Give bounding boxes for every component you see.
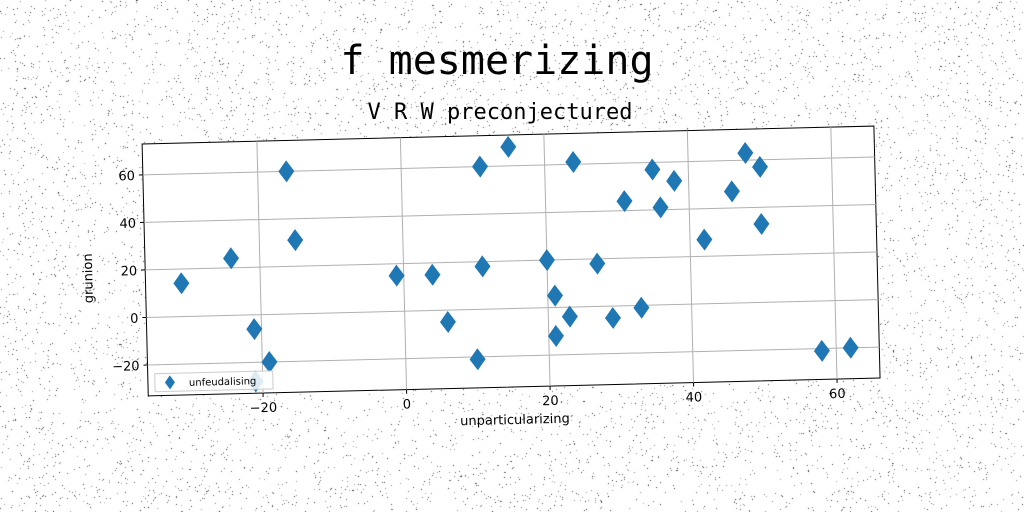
data-point (474, 255, 491, 278)
data-point (652, 196, 669, 219)
y-gridline (146, 299, 879, 318)
data-points (173, 135, 859, 393)
y-tick-label: −20 (112, 359, 140, 375)
data-point (813, 339, 830, 362)
data-point (753, 212, 770, 235)
data-point (261, 351, 278, 373)
y-ticks: −20 0 20 40 60 (112, 169, 148, 375)
y-gridline (142, 156, 875, 176)
data-point (223, 247, 240, 270)
data-point (723, 180, 740, 203)
legend: unfeudalising (154, 370, 274, 393)
x-ticks: −20 0 20 40 60 (250, 379, 846, 417)
y-axis-label: grunion (81, 253, 97, 303)
data-point (561, 305, 578, 328)
data-point (278, 160, 295, 183)
y-tick-label: 20 (120, 264, 137, 279)
data-point (565, 150, 582, 173)
data-point (538, 249, 555, 272)
data-point (644, 158, 661, 181)
data-point (633, 296, 650, 319)
data-point (842, 336, 859, 359)
y-tick-label: 40 (119, 217, 136, 232)
data-point (173, 272, 190, 295)
y-tick-label: 0 (130, 312, 139, 327)
data-point (472, 155, 489, 178)
y-gridline (144, 203, 876, 223)
data-point (469, 348, 486, 371)
data-point (500, 135, 517, 158)
legend-marker (164, 375, 175, 390)
data-point (547, 324, 564, 347)
x-tick-label: 20 (542, 394, 559, 409)
data-point (604, 306, 621, 329)
data-point (546, 284, 563, 307)
data-point (388, 264, 405, 287)
data-point (246, 318, 263, 341)
data-point (752, 155, 769, 178)
chart-title: f mesmerizing (340, 38, 653, 84)
data-point (666, 169, 683, 192)
x-tick-label: −20 (250, 401, 278, 417)
data-point (589, 252, 606, 275)
data-point (424, 263, 441, 286)
y-tick-label: 60 (118, 169, 135, 184)
legend-label: unfeudalising (189, 376, 257, 389)
data-point (737, 141, 754, 164)
data-point (287, 229, 304, 252)
legend-box (154, 370, 274, 393)
chart-subtitle: V R W preconjectured (368, 100, 633, 125)
y-gridline (145, 251, 877, 271)
data-point (439, 310, 456, 333)
x-tick-label: 0 (403, 397, 412, 412)
x-tick-label: 60 (829, 387, 846, 402)
data-point (616, 190, 633, 213)
data-point (696, 228, 713, 251)
x-axis-label: unparticularizing (460, 412, 570, 430)
x-tick-label: 40 (685, 390, 702, 405)
